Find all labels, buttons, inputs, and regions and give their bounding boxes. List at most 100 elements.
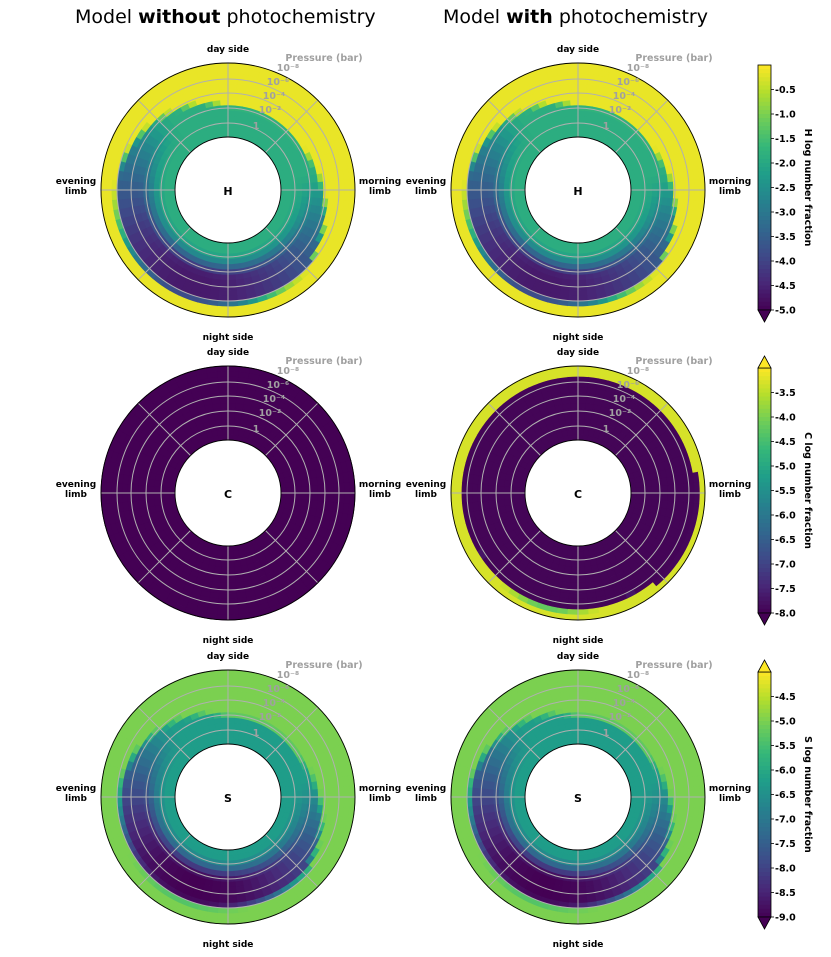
heatmap-cell [502, 274, 515, 286]
heatmap-cell [634, 476, 642, 484]
heatmap-cell [480, 402, 493, 415]
heatmap-cell [149, 430, 160, 442]
heatmap-cell [120, 151, 129, 163]
heatmap-cell [149, 241, 160, 252]
heatmap-cell [502, 108, 514, 119]
heatmap-cell [491, 271, 504, 284]
heatmap-cell [314, 126, 325, 138]
heatmap-cell [622, 391, 635, 402]
heatmap-cell [482, 189, 489, 199]
heatmap-cell [682, 453, 692, 465]
heatmap-cell [228, 690, 238, 697]
pressure-tick-label: 1 [253, 121, 260, 132]
heatmap-cell [235, 397, 246, 405]
heatmap-cell [455, 492, 463, 504]
heatmap-cell [508, 486, 515, 493]
heatmap-cell [146, 254, 157, 266]
heatmap-cell [673, 236, 684, 250]
colorbar-tick-label: -2.0 [775, 159, 796, 170]
heatmap-cell [227, 311, 240, 318]
heatmap-cell [155, 207, 164, 216]
evening-limb-label: limb [415, 187, 438, 197]
heatmap-cell [659, 543, 671, 555]
heatmap-cell [520, 174, 527, 181]
heatmap-cell [516, 574, 528, 586]
colorbar-segment [758, 191, 771, 197]
heatmap-cell [288, 79, 302, 91]
colorbar-tick-label: -1.0 [775, 110, 796, 121]
heatmap-cell [137, 523, 147, 534]
heatmap-cell [505, 164, 514, 173]
heatmap-cell [216, 365, 229, 372]
heatmap-cell [567, 295, 578, 302]
heatmap-cell [259, 369, 273, 379]
heatmap-cell [608, 304, 622, 314]
heatmap-cell [218, 593, 228, 600]
heatmap-cell [236, 544, 244, 551]
heatmap-cell [216, 429, 224, 436]
heatmap-cell [135, 128, 147, 140]
heatmap-cell [490, 247, 501, 259]
heatmap-cell [585, 397, 596, 405]
heatmap-cell [578, 392, 588, 399]
heatmap-cell [160, 206, 169, 214]
heatmap-cell [169, 267, 181, 278]
colorbar-segment [758, 236, 771, 242]
heatmap-cell [212, 544, 219, 551]
heatmap-cell [240, 564, 249, 572]
heatmap-cell [645, 499, 653, 507]
heatmap-cell [594, 590, 606, 598]
heatmap-cell [174, 372, 188, 383]
heatmap-cell [492, 521, 502, 532]
heatmap-cell [292, 541, 303, 552]
heatmap-cell [583, 252, 591, 260]
heatmap-cell [227, 274, 236, 281]
heatmap-cell [635, 102, 647, 114]
heatmap-cell [309, 543, 321, 555]
heatmap-cell [471, 550, 483, 564]
heatmap-cell [227, 556, 235, 563]
heatmap-cell [159, 405, 171, 416]
heatmap-cell [522, 263, 533, 273]
title-with-photochemistry: Model with photochemistry [443, 6, 708, 28]
heatmap-cell [266, 103, 277, 113]
pressure-tick-label: 1 [603, 424, 610, 435]
heatmap-cell [635, 195, 642, 202]
heatmap-cell [180, 387, 193, 398]
heatmap-cell [160, 116, 171, 127]
heatmap-cell [294, 582, 307, 594]
heatmap-cell [525, 259, 536, 269]
heatmap-cell [219, 89, 229, 96]
heatmap-cell [572, 126, 579, 132]
heatmap-cell [117, 530, 128, 543]
colorbar-segment [758, 126, 771, 131]
heatmap-cell [137, 189, 144, 198]
heatmap-cell [498, 478, 506, 487]
heatmap-cell [149, 202, 157, 211]
heatmap-cell [215, 555, 223, 562]
heatmap-cell [337, 148, 347, 161]
heatmap-cell [319, 537, 330, 550]
heatmap-cell [305, 540, 316, 552]
heatmap-cell [525, 598, 539, 608]
heatmap-cell [149, 137, 159, 148]
heatmap-cell [508, 529, 518, 539]
heatmap-cell [683, 138, 694, 151]
heatmap-cell [631, 249, 642, 260]
heatmap-cell [166, 507, 174, 515]
heatmap-cell [338, 439, 349, 453]
heatmap-cell [565, 252, 573, 259]
heatmap-cell [655, 121, 666, 133]
heatmap-cell [180, 285, 192, 295]
heatmap-cell [523, 106, 534, 117]
heatmap-cell [140, 237, 150, 248]
heatmap-cell [642, 238, 653, 249]
heatmap-cell [306, 107, 319, 120]
colorbar-segment [758, 547, 771, 553]
heatmap-cell [606, 77, 619, 86]
heatmap-cell [513, 409, 524, 421]
heatmap-cell [494, 234, 505, 245]
heatmap-cell [137, 220, 147, 231]
heatmap-cell [486, 553, 497, 565]
colorbar-segment [758, 466, 771, 471]
